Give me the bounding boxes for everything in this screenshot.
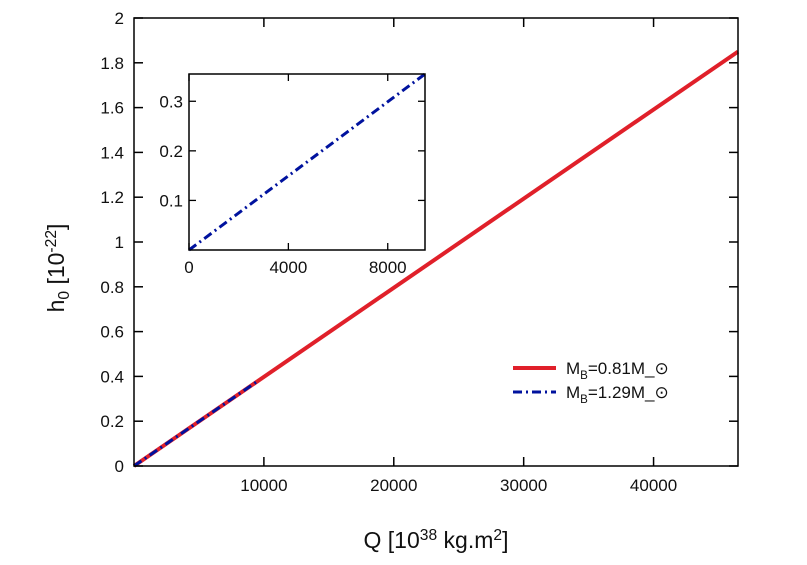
inset-x-tick-label: 8000 <box>369 258 407 277</box>
y-tick-label: 1.6 <box>100 99 124 118</box>
inset-x-tick-label: 0 <box>184 258 193 277</box>
y-tick-label: 1.8 <box>100 54 124 73</box>
series-line-2 <box>133 380 259 468</box>
x-tick-label: 10000 <box>240 476 287 495</box>
y-tick-label: 0.6 <box>100 323 124 342</box>
inset-frame <box>188 73 426 251</box>
x-tick-label: 20000 <box>370 476 417 495</box>
y-tick-label: 0 <box>115 457 124 476</box>
inset-y-tick-label: 0.1 <box>159 191 183 210</box>
y-tick-label: 0.2 <box>100 412 124 431</box>
y-tick-label: 1 <box>115 233 124 252</box>
y-tick-label: 2 <box>115 9 124 28</box>
legend-label-2: MB=1.29M_⊙ <box>566 383 669 406</box>
inset-y-tick-label: 0.2 <box>159 142 183 161</box>
inset-series-line-1 <box>188 72 426 252</box>
inset-x-tick-label: 4000 <box>269 258 307 277</box>
inset-y-tick-label: 0.3 <box>159 92 183 111</box>
y-tick-label: 0.4 <box>100 367 124 386</box>
x-axis-label: Q [1038 kg.m2] <box>364 527 509 553</box>
legend-label-1: MB=0.81M_⊙ <box>566 359 669 382</box>
x-tick-label: 40000 <box>630 476 677 495</box>
y-tick-label: 1.4 <box>100 143 124 162</box>
x-tick-label: 30000 <box>500 476 547 495</box>
y-tick-label: 0.8 <box>100 278 124 297</box>
y-tick-label: 1.2 <box>100 188 124 207</box>
y-axis-label: h0 [10-22] <box>43 224 73 313</box>
